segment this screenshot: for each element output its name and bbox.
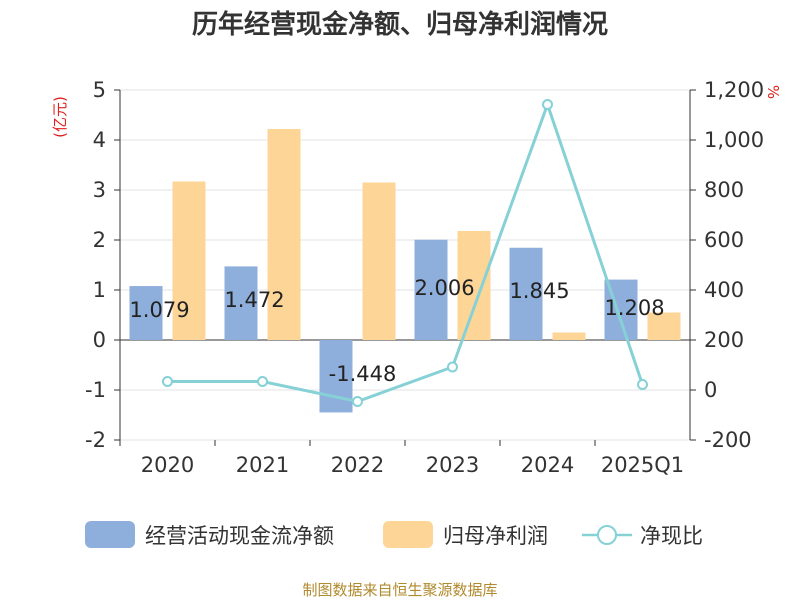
source-note: 制图数据来自恒生聚源数据库 (302, 581, 497, 599)
x-tick-label: 2022 (331, 453, 384, 477)
data-label: 1.208 (604, 296, 664, 320)
data-label: 1.472 (224, 288, 284, 312)
bar-net-profit (267, 129, 301, 340)
chart-title: 历年经营现金净额、归母净利润情况 (192, 9, 608, 40)
bar-cash-flow (129, 286, 163, 340)
x-tick-label: 2020 (141, 453, 194, 477)
left-tick-label: 5 (93, 78, 106, 102)
data-label: 1.079 (129, 298, 189, 322)
bars (129, 129, 681, 413)
data-label: 2.006 (414, 276, 474, 300)
bar-net-profit (172, 181, 206, 340)
left-tick-label: 4 (93, 128, 106, 152)
right-tick-label: 800 (704, 178, 744, 202)
data-labels: 1.079 1.472 -1.448 2.006 1.845 1.208 (129, 276, 664, 386)
axes: 5 4 3 2 1 0 -1 -2 1,200 1,000 800 600 400 200 0 -200 (亿元… (51, 78, 782, 477)
bar-net-profit (457, 231, 491, 340)
x-tick-label: 2023 (426, 453, 479, 477)
ratio-point (447, 361, 458, 373)
left-tick-label: -2 (85, 428, 106, 452)
legend-label-net-profit: 归母净利润 (443, 524, 548, 548)
bar-net-profit (552, 332, 586, 340)
right-tick-label: 1,000 (704, 128, 764, 152)
right-tick-label: 200 (704, 328, 744, 352)
left-axis-unit: (亿元) (51, 96, 69, 138)
x-tick-label: 2024 (521, 453, 574, 477)
data-label: -1.448 (329, 362, 397, 386)
left-tick-label: -1 (85, 378, 106, 402)
right-tick-label: 400 (704, 278, 744, 302)
legend-swatch-cash-flow (85, 521, 135, 548)
ratio-point (162, 376, 173, 387)
legend: 经营活动现金流净额 归母净利润 净现比 (85, 521, 703, 548)
legend-swatch-net-profit (383, 521, 433, 548)
left-tick-label: 3 (93, 178, 106, 202)
ratio-line (162, 99, 648, 407)
bar-cash-flow (414, 239, 448, 340)
right-axis-unit: % (764, 85, 782, 99)
left-tick-label: 0 (93, 328, 106, 352)
right-tick-label: 0 (704, 378, 717, 402)
ratio-line-path (167, 99, 644, 404)
ratio-point (542, 99, 553, 110)
right-tick-label: 600 (704, 228, 744, 252)
ratio-point (637, 379, 648, 390)
x-tick-label: 2025Q1 (601, 453, 684, 477)
right-tick-label: -200 (704, 428, 752, 452)
bar-cash-flow (224, 266, 258, 340)
data-label: 1.845 (509, 279, 569, 303)
bar-net-profit (647, 312, 681, 340)
legend-swatch-ratio-point (597, 525, 617, 545)
right-tick-label: 1,200 (704, 78, 764, 102)
x-tick-label: 2021 (236, 453, 289, 477)
bar-cash-flow (509, 247, 543, 340)
left-tick-label: 2 (93, 228, 106, 252)
ratio-point (352, 396, 363, 407)
legend-label-ratio: 净现比 (640, 524, 703, 548)
bar-net-profit (362, 182, 396, 340)
legend-label-cash-flow: 经营活动现金流净额 (145, 524, 334, 548)
ratio-point (257, 376, 268, 387)
left-tick-label: 1 (93, 278, 106, 302)
